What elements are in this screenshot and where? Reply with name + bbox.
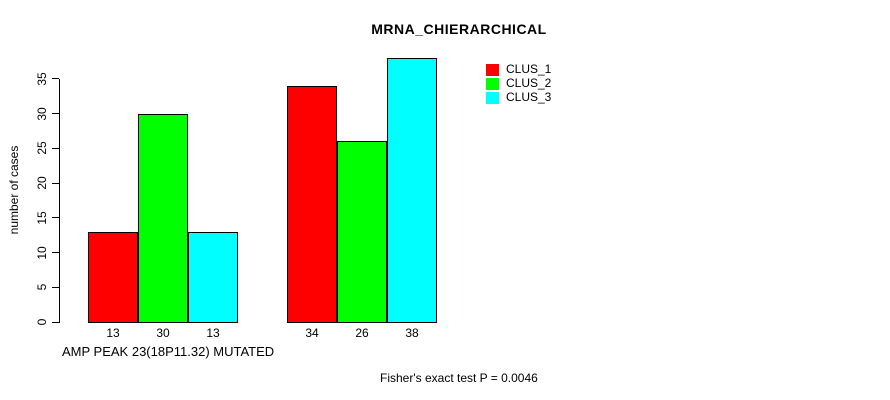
bar-clus_1-group1 <box>88 232 138 323</box>
y-axis-tick <box>52 286 59 288</box>
legend-label: CLUS_2 <box>506 76 552 90</box>
legend-swatch-icon <box>486 77 499 90</box>
legend-swatch-icon <box>486 91 499 104</box>
y-tick-label: 5 <box>35 283 49 291</box>
bar-value-label: 30 <box>156 326 170 340</box>
y-tick-label: 15 <box>35 211 49 225</box>
legend-label: CLUS_1 <box>506 62 552 76</box>
legend-label: CLUS_3 <box>506 90 552 104</box>
bar-clus_2-group2 <box>337 141 387 323</box>
bar-value-label: 13 <box>106 326 120 340</box>
bar-value-label: 34 <box>305 326 319 340</box>
y-axis-title: number of cases <box>7 145 21 235</box>
legend-row-clus_2: CLUS_2 <box>486 77 551 90</box>
y-axis-line <box>59 79 60 323</box>
y-axis-tick <box>52 147 59 149</box>
y-axis-tick <box>52 113 59 115</box>
bar-clus_1-group2 <box>287 86 337 323</box>
y-tick-label: 20 <box>35 176 49 190</box>
chart-title: MRNA_CHIERARCHICAL <box>371 21 547 37</box>
y-tick-label: 10 <box>35 245 49 260</box>
legend-row-clus_3: CLUS_3 <box>486 91 551 104</box>
legend-swatch-icon <box>486 63 499 76</box>
x-axis-title: AMP PEAK 23(18P11.32) MUTATED <box>62 344 275 359</box>
y-axis-tick <box>52 252 59 254</box>
legend-row-clus_1: CLUS_1 <box>486 63 551 76</box>
bar-value-label: 38 <box>405 326 419 340</box>
y-tick-label: 30 <box>35 107 49 121</box>
footnote-text: Fisher's exact test P = 0.0046 <box>380 371 538 385</box>
bar-value-label: 13 <box>206 326 220 340</box>
legend: CLUS_1 CLUS_2 CLUS_3 <box>486 63 551 104</box>
y-tick-label: 35 <box>35 72 49 86</box>
y-axis-tick <box>52 182 59 184</box>
y-tick-label: 25 <box>35 141 49 156</box>
y-tick-label: 0 <box>35 318 49 326</box>
y-axis-tick <box>52 217 59 219</box>
bar-clus_3-group1 <box>188 232 238 323</box>
y-axis-tick <box>52 321 59 323</box>
y-axis-tick <box>52 78 59 80</box>
bar-clus_3-group2 <box>387 58 437 323</box>
bar-clus_2-group1 <box>138 114 188 323</box>
bar-value-label: 26 <box>355 326 369 340</box>
